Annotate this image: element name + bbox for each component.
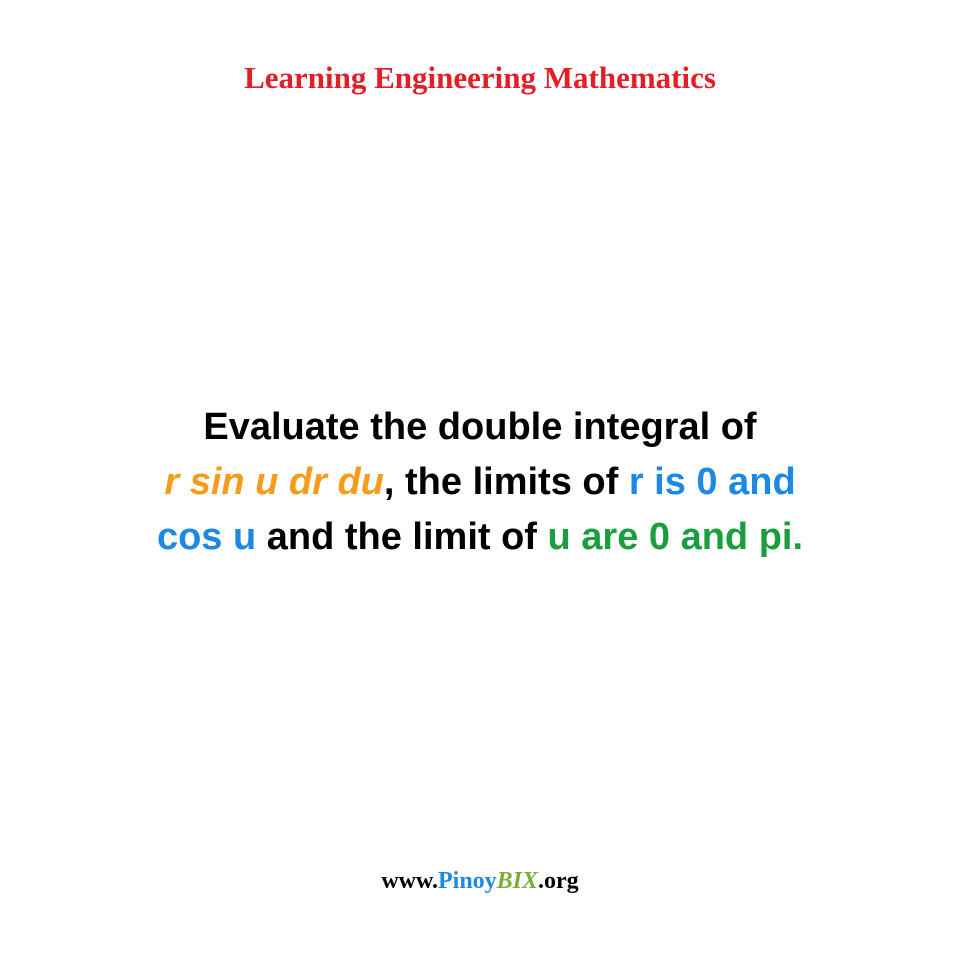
problem-r-limits-1: r is 0 and (629, 461, 796, 503)
footer-pinoy: Pinoy (438, 868, 497, 894)
header-section: Learning Engineering Mathematics (0, 60, 960, 96)
header-title: Learning Engineering Mathematics (244, 60, 716, 95)
problem-u-limits: u are 0 and pi. (548, 516, 804, 558)
footer-org: .org (538, 868, 579, 894)
problem-line2-part2: , the limits of (384, 461, 629, 503)
footer-section: www.PinoyBIX.org (0, 868, 960, 895)
footer-bix: BIX (497, 868, 538, 894)
problem-section: Evaluate the double integral of r sin u … (55, 400, 905, 565)
problem-r-limits-2: cos u (157, 516, 256, 558)
footer-www: www. (381, 868, 438, 894)
problem-line3-part2: and the limit of (256, 516, 547, 558)
problem-formula: r sin u dr du (164, 461, 384, 503)
problem-line1: Evaluate the double integral of (203, 406, 756, 448)
problem-text: Evaluate the double integral of r sin u … (55, 400, 905, 565)
footer-text: www.PinoyBIX.org (381, 868, 578, 894)
